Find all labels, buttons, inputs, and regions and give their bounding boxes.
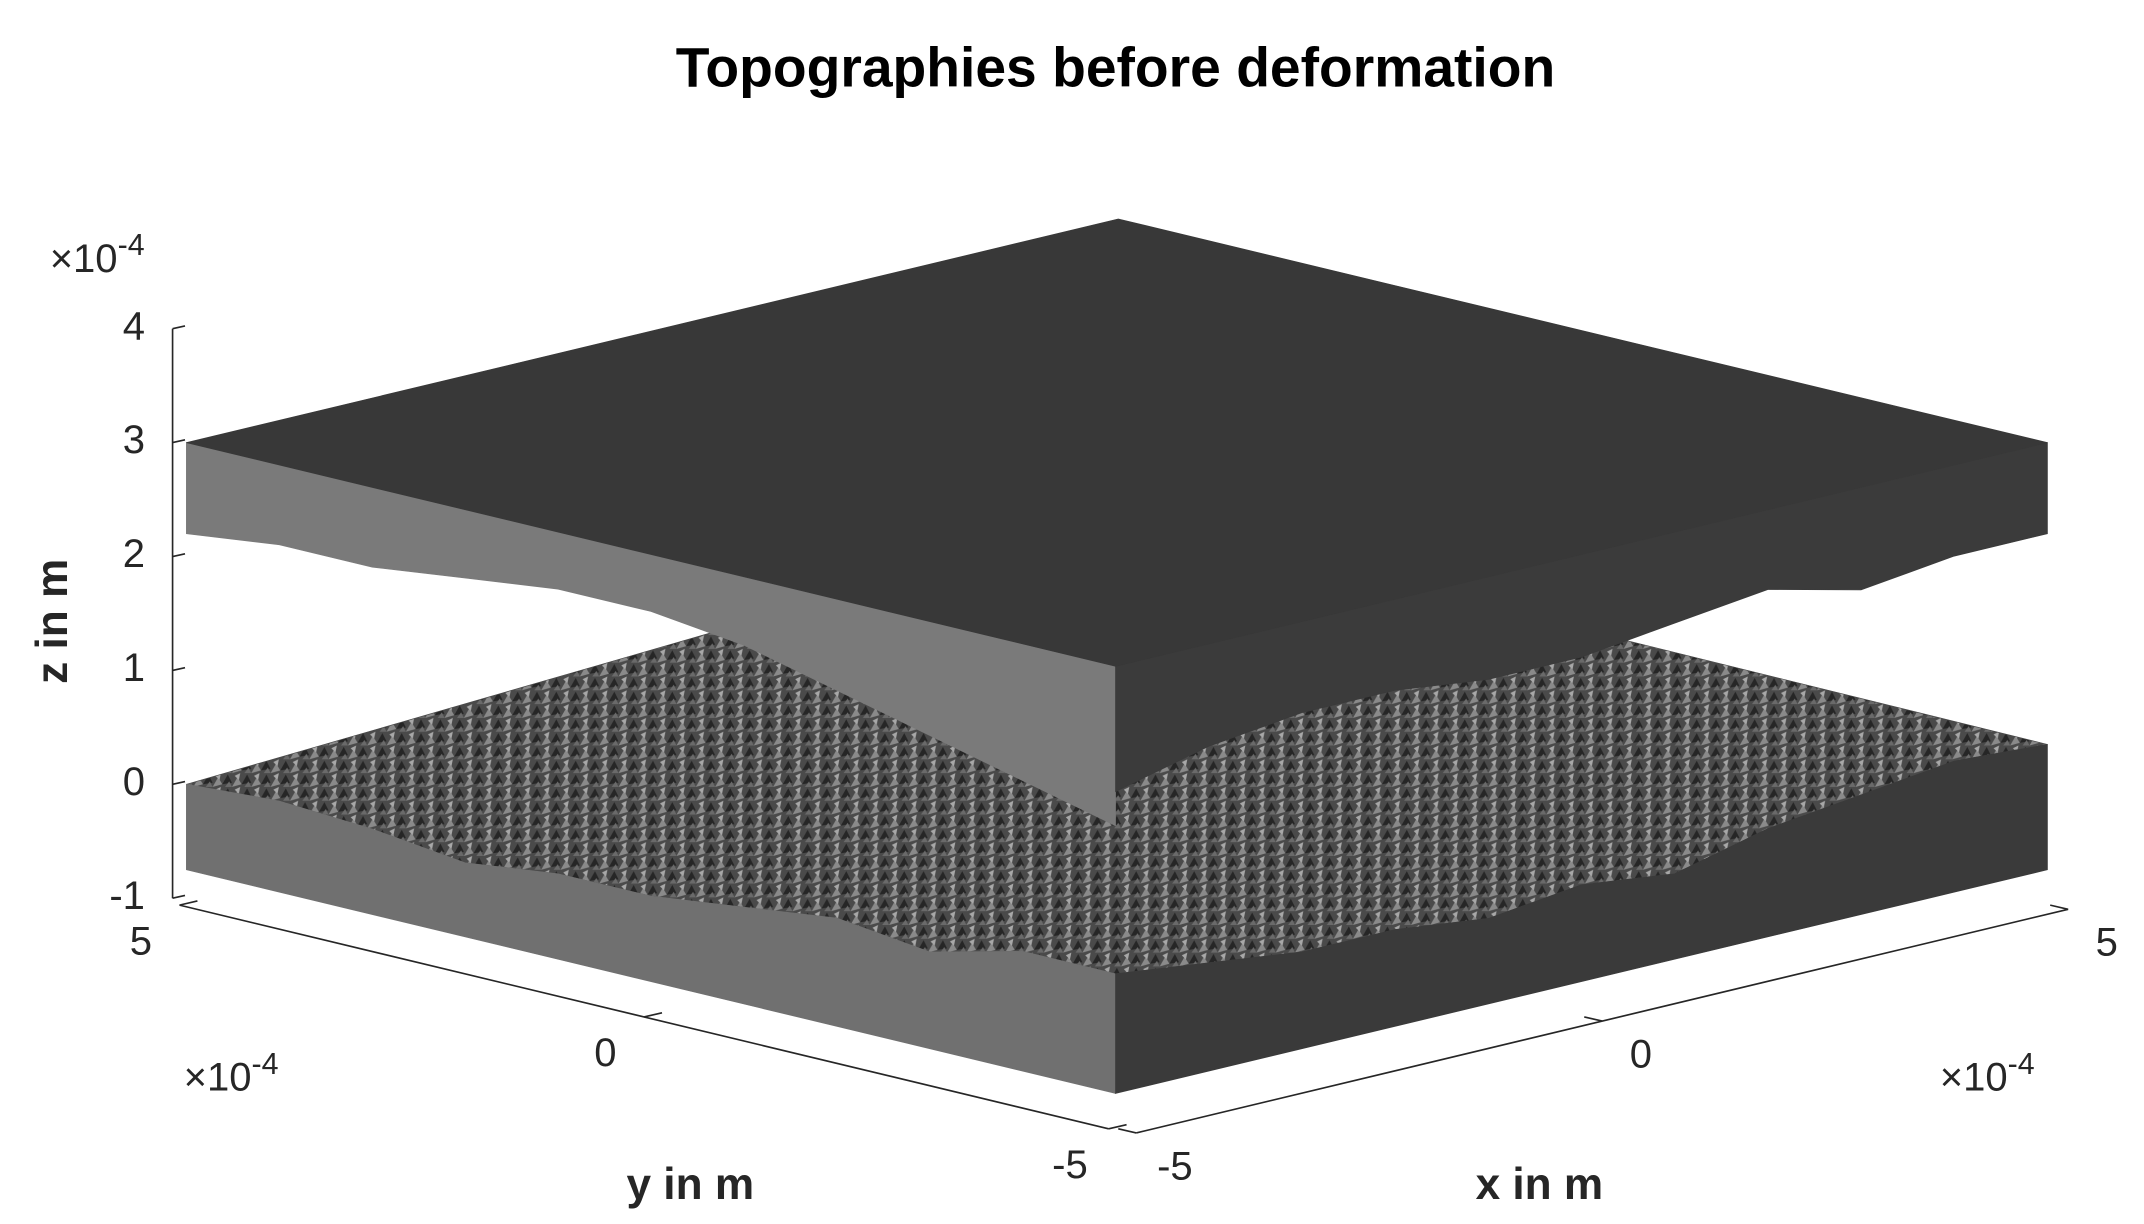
y-multiplier-base: ×10 xyxy=(184,1055,252,1099)
z-tick xyxy=(172,439,186,444)
x-multiplier-base: ×10 xyxy=(1940,1055,2008,1099)
y-tick-label: 5 xyxy=(130,919,152,963)
y-multiplier: ×10-4 xyxy=(184,1048,279,1099)
y-tick-label: -5 xyxy=(1052,1143,1088,1187)
z-tick-label: 3 xyxy=(123,418,145,462)
surface-side-x xyxy=(1115,442,2048,793)
x-multiplier: ×10-4 xyxy=(1940,1048,2035,1099)
y-tick-label: 0 xyxy=(594,1031,616,1075)
z-tick-label: 1 xyxy=(123,646,145,690)
z-tick xyxy=(172,325,186,330)
x-tick-label: 5 xyxy=(2096,921,2118,965)
x-tick-label: -5 xyxy=(1157,1144,1193,1188)
z-multiplier-exponent: -4 xyxy=(118,229,145,262)
z-axis-title: z in m xyxy=(28,559,77,684)
x-axis-title: x in m xyxy=(1476,1160,1604,1209)
z-multiplier: ×10-4 xyxy=(50,229,145,280)
z-tick-label: 0 xyxy=(123,760,145,804)
y-axis-line xyxy=(179,904,1109,1130)
z-tick-label: -1 xyxy=(109,874,145,918)
surface-side-x xyxy=(1115,744,2048,1094)
y-tick xyxy=(179,900,198,906)
x-tick xyxy=(1118,1127,1137,1134)
y-axis-title: y in m xyxy=(626,1160,754,1209)
x-tick-label: 0 xyxy=(1630,1033,1652,1077)
x-tick xyxy=(2050,904,2069,911)
surface-side-y xyxy=(186,783,1116,1094)
y-tick xyxy=(1108,1123,1127,1130)
y-multiplier-exponent: -4 xyxy=(252,1048,279,1081)
chart-title: Topographies before deformation xyxy=(676,36,1555,98)
z-tick-label: 4 xyxy=(123,304,145,348)
x-multiplier-exponent: -4 xyxy=(2008,1048,2035,1081)
y-tick xyxy=(643,1012,663,1018)
surface-side-y xyxy=(186,442,1116,827)
z-tick-label: 2 xyxy=(123,532,145,576)
z-multiplier-base: ×10 xyxy=(50,237,118,281)
surface-top xyxy=(186,218,2048,667)
z-tick xyxy=(172,780,186,786)
plot-area: Topographies before deformation -1 0 1 2 3 4 -… xyxy=(28,36,2118,1209)
x-tick xyxy=(1584,1016,1603,1022)
z-tick xyxy=(172,666,186,672)
z-tick xyxy=(172,552,186,558)
z-tick xyxy=(172,894,186,900)
